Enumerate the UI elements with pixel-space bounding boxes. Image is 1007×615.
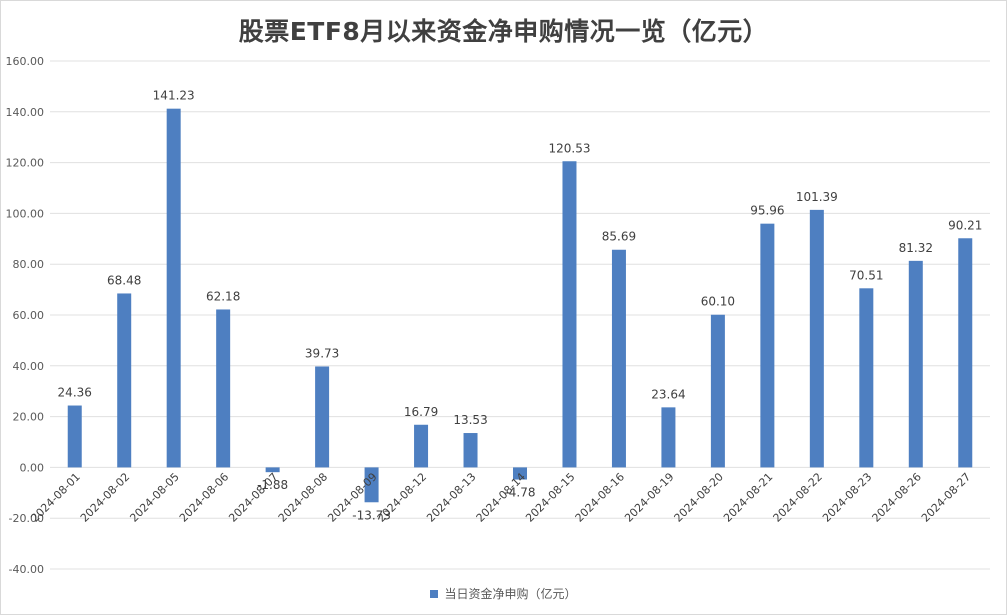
data-label: -4.78 bbox=[504, 486, 535, 500]
x-tick-label: 2024-08-21 bbox=[721, 470, 775, 524]
bar bbox=[710, 314, 725, 468]
y-tick-label: 160.00 bbox=[6, 55, 45, 68]
data-label: 141.23 bbox=[153, 89, 195, 103]
data-label: 16.79 bbox=[404, 405, 438, 419]
data-label: -1.88 bbox=[257, 478, 288, 492]
data-label: 39.73 bbox=[305, 346, 339, 360]
x-tick-label: 2024-08-05 bbox=[127, 470, 181, 524]
data-label: -13.73 bbox=[352, 508, 391, 522]
data-label: 90.21 bbox=[948, 218, 982, 232]
x-tick-label: 2024-08-06 bbox=[177, 470, 231, 524]
bar bbox=[611, 249, 626, 468]
bar bbox=[958, 238, 973, 468]
bar bbox=[414, 424, 429, 468]
data-label: 101.39 bbox=[796, 190, 838, 204]
y-tick-label: 100.00 bbox=[6, 207, 45, 220]
bar bbox=[67, 405, 82, 468]
data-label: 81.32 bbox=[899, 241, 933, 255]
data-label: 62.18 bbox=[206, 289, 240, 303]
bar bbox=[513, 467, 527, 480]
data-label: 120.53 bbox=[548, 141, 590, 155]
bar bbox=[315, 366, 330, 468]
x-tick-label: 2024-08-22 bbox=[771, 470, 825, 524]
x-tick-label: 2024-08-23 bbox=[820, 470, 874, 524]
data-label: 60.10 bbox=[701, 295, 735, 309]
legend: 当日资金净申购（亿元） bbox=[0, 585, 1007, 602]
data-label: 13.53 bbox=[453, 413, 487, 427]
x-tick-label: 2024-08-19 bbox=[622, 470, 676, 524]
bar bbox=[908, 260, 923, 468]
data-label: 23.64 bbox=[651, 387, 685, 401]
bar bbox=[117, 293, 132, 468]
bar bbox=[809, 209, 824, 468]
data-label: 68.48 bbox=[107, 273, 141, 287]
y-tick-label: 80.00 bbox=[13, 258, 45, 271]
data-label: 95.96 bbox=[750, 204, 784, 218]
y-tick-label: 0.00 bbox=[20, 461, 45, 474]
y-tick-label: -20.00 bbox=[9, 512, 44, 525]
chart-title: 股票ETF8月以来资金净申购情况一览（亿元） bbox=[238, 17, 769, 46]
y-tick-label: 140.00 bbox=[6, 106, 45, 119]
y-tick-label: 120.00 bbox=[6, 157, 45, 170]
bar bbox=[859, 288, 874, 468]
x-tick-label: 2024-08-27 bbox=[919, 470, 973, 524]
bar bbox=[463, 433, 478, 468]
data-label: 24.36 bbox=[58, 386, 92, 400]
bar bbox=[166, 108, 181, 468]
x-tick-label: 2024-08-20 bbox=[672, 470, 726, 524]
bar bbox=[216, 309, 231, 468]
data-label: 70.51 bbox=[849, 268, 883, 282]
x-tick-label: 2024-08-01 bbox=[28, 470, 82, 524]
y-tick-label: 60.00 bbox=[13, 309, 45, 322]
y-tick-label: 40.00 bbox=[13, 360, 45, 373]
x-tick-label: 2024-08-12 bbox=[375, 470, 429, 524]
bar bbox=[265, 467, 280, 473]
bar bbox=[661, 407, 676, 468]
bar bbox=[364, 467, 379, 503]
x-tick-label: 2024-08-02 bbox=[78, 470, 132, 524]
x-tick-label: 2024-08-07 bbox=[226, 470, 280, 524]
y-tick-label: -40.00 bbox=[9, 563, 44, 576]
x-tick-label: 2024-08-26 bbox=[870, 470, 924, 524]
bar bbox=[562, 161, 577, 468]
legend-swatch bbox=[430, 589, 439, 598]
bar bbox=[760, 223, 775, 468]
legend-label: 当日资金净申购（亿元） bbox=[444, 587, 577, 601]
data-label: 85.69 bbox=[602, 230, 636, 244]
x-tick-label: 2024-08-13 bbox=[424, 470, 478, 524]
x-tick-label: 2024-08-16 bbox=[573, 470, 627, 524]
y-tick-label: 20.00 bbox=[13, 411, 45, 424]
